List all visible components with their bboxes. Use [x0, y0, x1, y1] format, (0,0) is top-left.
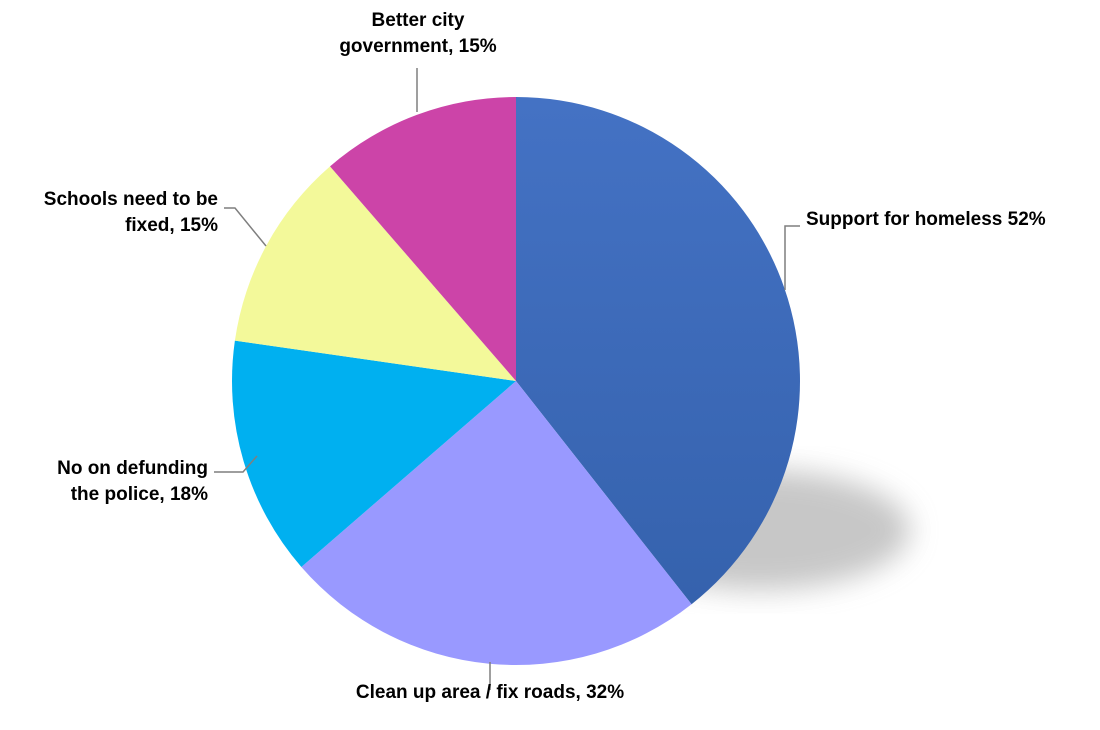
slice-label-line: Better city [372, 10, 465, 31]
pie-slice-4 [234, 166, 516, 381]
slice-label-line: Support for homeless 52% [806, 209, 1046, 230]
slice-label-1: Support for homeless 52% [806, 209, 1046, 230]
slice-label-3: No on defunding the police, 18% [57, 458, 208, 505]
slice-label-line: Schools need to be [44, 189, 218, 210]
slice-label-line: fixed, 15% [125, 215, 218, 236]
pie-slice-5 [330, 97, 516, 381]
slice-label-line: Clean up area / fix roads, 32% [356, 682, 624, 703]
pie-slice-1 [516, 97, 800, 605]
slice-label-2: Clean up area / fix roads, 32% [356, 682, 624, 703]
slice-label-5: Better city government, 15% [339, 10, 496, 57]
slice-label-line: the police, 18% [71, 484, 208, 505]
pie-slice-3 [232, 340, 516, 567]
slice-label-line: government, 15% [339, 36, 496, 57]
leader-line-1 [784, 225, 800, 290]
leader-line-4 [224, 207, 267, 247]
slice-label-line: No on defunding [57, 458, 208, 479]
slice-label-4: Schools need to be fixed, 15% [44, 189, 218, 236]
leader-line-3 [214, 455, 258, 473]
pie-slice-2 [301, 381, 692, 665]
